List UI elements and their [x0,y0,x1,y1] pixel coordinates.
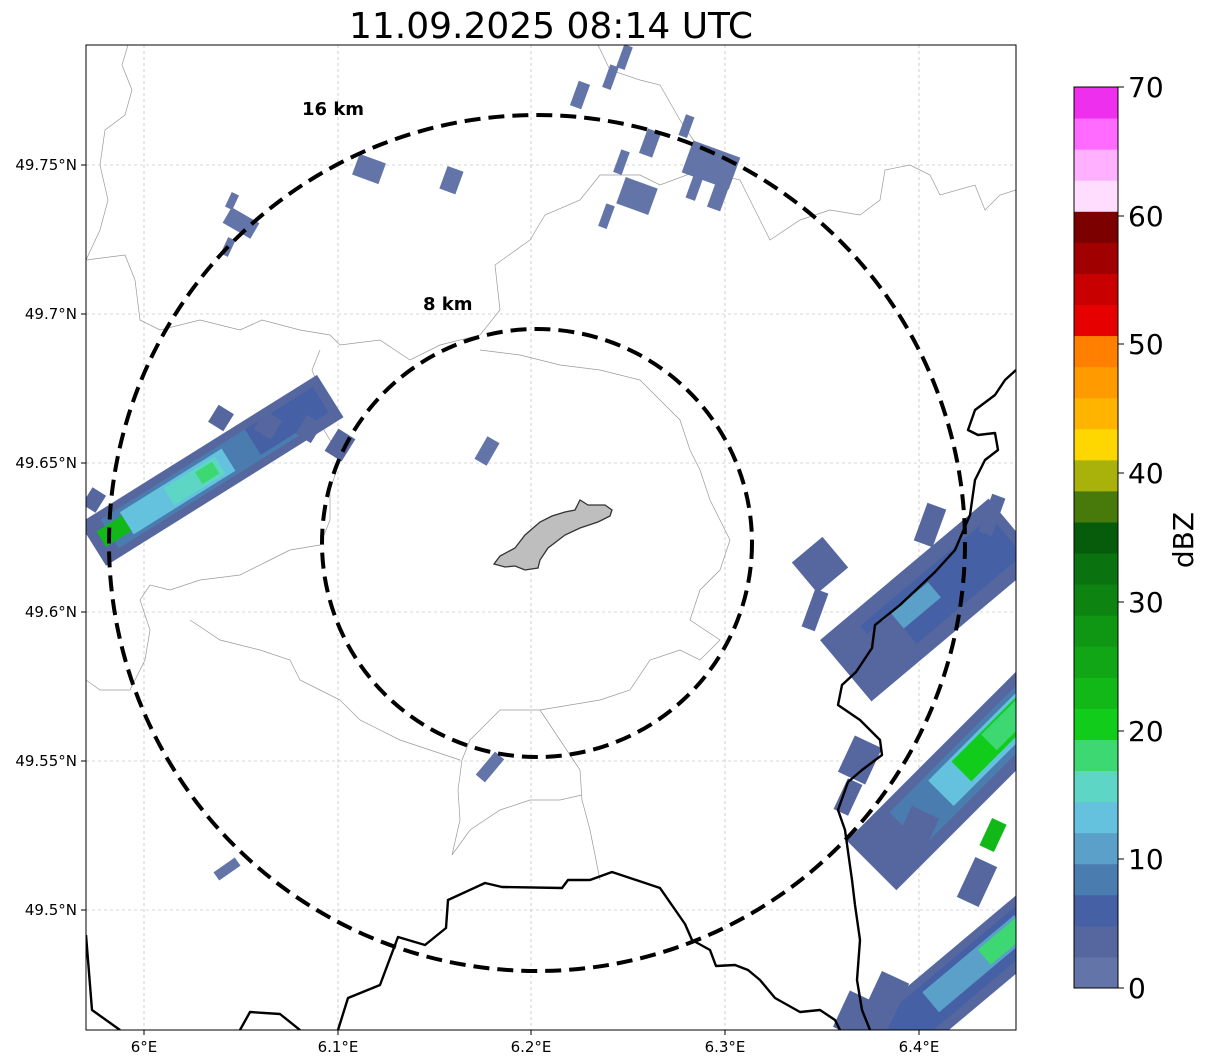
echo-band-bottom-right [844,885,1016,1030]
y-tick-label: 49.6°N [25,603,77,621]
colorbar-segment [1074,242,1118,274]
colorbar-tick-label: 0 [1128,972,1146,1005]
x-tick-label: 6.1°E [318,1038,359,1056]
colorbar-segment [1074,553,1118,585]
national-borders [86,369,1016,1030]
colorbar-segment [1074,273,1118,305]
colorbar-frame [1073,86,1119,989]
colorbar-segment [1074,304,1118,337]
colorbar-segment [1074,956,1118,989]
colorbar-segment [1074,211,1118,243]
range-ring-8km [320,327,754,759]
colorbar-segment [1074,925,1118,958]
echo-band-southeast-fringe [833,735,1007,908]
colorbar-segment [1074,335,1118,368]
x-tick-label: 6.4°E [899,1038,940,1056]
colorbar-segment [1074,118,1118,150]
colorbar-segment [1074,801,1118,834]
colorbar-tick-label: 10 [1128,843,1164,876]
y-axis: 49.75°N 49.7°N 49.65°N 49.6°N 49.55°N 49… [15,156,86,919]
colorbar-segment [1074,677,1118,709]
colorbar-segment [1074,459,1118,492]
colorbar-segment [1074,180,1118,212]
colorbar-segment [1074,87,1118,119]
echo-band-west-fringe [86,404,356,513]
colorbar-segment [1074,832,1118,865]
y-tick-label: 49.7°N [25,305,77,323]
x-tick-label: 6.3°E [705,1038,746,1056]
x-axis: 6°E 6.1°E 6.2°E 6.3°E 6.4°E [131,1030,940,1056]
map-frame [85,44,1017,1031]
colorbar-segment [1074,490,1118,523]
colorbar-tick-label: 40 [1128,457,1164,490]
colorbar: 0 10 20 30 40 50 60 70 dBZ [1073,71,1200,1005]
colorbar-segment [1074,584,1118,616]
range-ring-label-16km: 16 km [302,99,364,120]
colorbar-segment [1074,894,1118,927]
map-title: 11.09.2025 08:14 UTC [349,6,753,47]
echo-band-bottom-right-fringe [832,971,910,1030]
colorbar-segment [1074,397,1118,430]
y-tick-label: 49.75°N [15,156,77,174]
colorbar-segment [1074,646,1118,678]
colorbar-segments [1074,87,1118,989]
y-tick-label: 49.5°N [25,901,77,919]
map-panel: 16 km 8 km [85,44,1017,1031]
echo-cluster-north [213,45,741,881]
colorbar-unit-label: dBZ [1167,512,1200,568]
colorbar-segment [1074,770,1118,803]
x-tick-label: 6.2°E [511,1038,552,1056]
x-tick-label: 6°E [131,1038,158,1056]
colorbar-segment [1074,739,1118,772]
colorbar-tick-label: 20 [1128,715,1164,748]
colorbar-segment [1074,615,1118,647]
colorbar-segment [1074,863,1118,896]
range-ring-label-8km: 8 km [423,294,473,315]
colorbar-segment [1074,708,1118,740]
colorbar-segment [1074,149,1118,181]
colorbar-segment [1074,366,1118,399]
y-tick-label: 49.55°N [15,752,77,770]
colorbar-tick-label: 60 [1128,200,1164,233]
colorbar-tick-label: 30 [1128,586,1164,619]
radar-echoes [86,45,1016,1030]
echo-band-east-fringe [791,493,1006,677]
colorbar-segment [1074,521,1118,554]
colorbar-tick-label: 50 [1128,328,1164,361]
colorbar-segment [1074,428,1118,461]
y-tick-label: 49.65°N [15,454,77,472]
city-outline [492,499,613,571]
range-ring-16km [107,113,967,973]
colorbar-tick-label: 70 [1128,71,1164,104]
